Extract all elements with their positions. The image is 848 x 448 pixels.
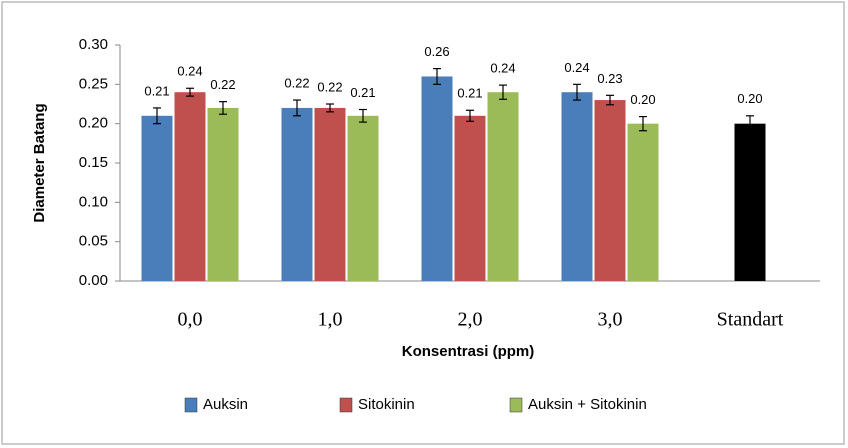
bar: [627, 123, 659, 282]
legend-label: Sitokinin: [358, 396, 415, 413]
value-label: 0.21: [457, 86, 482, 101]
y-axis-title: Diameter Batang: [31, 103, 48, 222]
legend-label: Auksin + Sitokinin: [528, 396, 647, 413]
value-label: 0.22: [284, 76, 309, 91]
legend-swatch: [339, 397, 353, 413]
bar: [347, 115, 379, 281]
bar: [421, 76, 453, 281]
legend-swatch: [184, 397, 198, 413]
bar: [281, 107, 313, 281]
value-label: 0.24: [490, 61, 515, 76]
value-label: 0.21: [144, 83, 169, 98]
y-tick-label: 0.20: [79, 115, 108, 132]
value-label: 0.20: [630, 92, 655, 107]
value-label: 0.20: [737, 91, 762, 106]
bar: [734, 123, 766, 282]
x-tick-label: 1,0: [318, 309, 343, 331]
value-label: 0.22: [210, 77, 235, 92]
x-tick-label: 3,0: [598, 309, 623, 331]
x-axis-title: Konsentrasi (ppm): [402, 343, 535, 360]
bar: [561, 92, 593, 281]
bar: [487, 92, 519, 281]
bar: [207, 107, 239, 281]
y-tick-label: 0.30: [79, 36, 108, 53]
legend-swatch: [509, 397, 523, 413]
bar: [314, 107, 346, 281]
value-label: 0.21: [350, 85, 375, 100]
x-tick-label: 2,0: [458, 309, 483, 331]
y-tick-label: 0.25: [79, 75, 108, 92]
y-tick-label: 0.15: [79, 154, 108, 171]
bar: [454, 115, 486, 281]
y-tick-label: 0.00: [79, 272, 108, 289]
x-tick-label: Standart: [717, 309, 784, 331]
value-label: 0.23: [597, 71, 622, 86]
value-label: 0.24: [177, 64, 202, 79]
x-tick-label: 0,0: [178, 309, 203, 331]
y-tick-label: 0.05: [79, 233, 108, 250]
value-label: 0.24: [564, 60, 589, 75]
value-label: 0.22: [317, 79, 342, 94]
bar: [594, 100, 626, 281]
legend-label: Auksin: [203, 396, 248, 413]
y-tick-label: 0.10: [79, 193, 108, 210]
bar: [141, 115, 173, 281]
bar: [174, 92, 206, 281]
value-label: 0.26: [424, 44, 449, 59]
